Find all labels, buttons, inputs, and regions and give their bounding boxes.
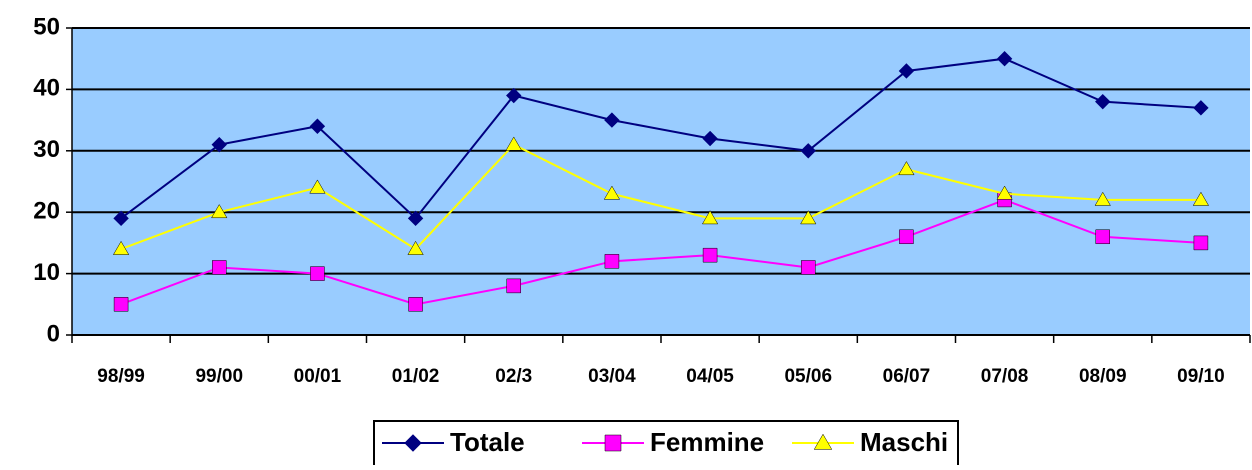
series-line [120,143,1201,251]
marker [112,240,130,255]
legend-label: Maschi [860,427,948,457]
marker [505,136,522,151]
marker [996,50,1013,67]
marker [702,130,718,147]
y-tick-label: 30 [33,136,60,163]
marker [506,278,521,294]
marker [801,260,816,275]
marker [800,210,817,225]
x-tick-label: 09/10 [1177,366,1225,387]
marker [309,118,326,134]
legend-label: Totale [450,427,525,457]
x-tick-label: 03/04 [588,366,636,387]
marker [604,254,620,269]
x-tick-label: 04/05 [686,366,734,387]
marker [701,210,719,225]
marker [1094,191,1111,206]
y-tick-label: 0 [47,320,60,347]
legend-box [373,420,959,470]
marker [898,63,915,79]
marker [800,143,816,159]
marker [1095,93,1111,110]
marker [113,210,129,227]
marker [113,297,129,312]
y-tick-label: 50 [33,13,60,40]
marker [211,204,228,219]
plot-area [72,28,1250,335]
x-tick-label: 07/08 [981,366,1029,387]
legend-marker [604,434,622,452]
series-line [120,198,1201,306]
x-tick-label: 01/02 [392,366,440,387]
marker [212,260,227,275]
x-tick-label: 00/01 [294,366,342,387]
y-tick-label: 10 [33,259,60,286]
marker [1192,191,1210,206]
y-tick-label: 40 [33,75,60,102]
marker [211,136,227,153]
x-tick-label: 99/00 [195,366,243,387]
marker [899,229,914,245]
marker [309,179,326,194]
series-line [120,57,1201,220]
legend-marker [404,434,422,452]
marker [1193,100,1209,116]
marker [408,297,423,312]
y-tick-label: 20 [33,198,60,225]
x-tick-label: 98/99 [97,366,145,387]
marker [1193,235,1209,251]
x-tick-label: 08/09 [1079,366,1127,387]
marker [506,87,522,104]
x-tick-label: 06/07 [883,366,931,387]
marker [604,112,620,128]
legend-label: Femmine [650,427,764,457]
marker [407,210,424,227]
marker [996,185,1013,200]
marker [310,266,325,281]
marker [898,161,915,176]
marker [1095,229,1110,245]
x-tick-label: 05/06 [784,366,832,387]
marker [407,240,424,255]
marker [702,247,718,263]
x-tick-label: 02/3 [495,366,532,387]
legend-marker [813,433,833,450]
marker [603,185,621,200]
